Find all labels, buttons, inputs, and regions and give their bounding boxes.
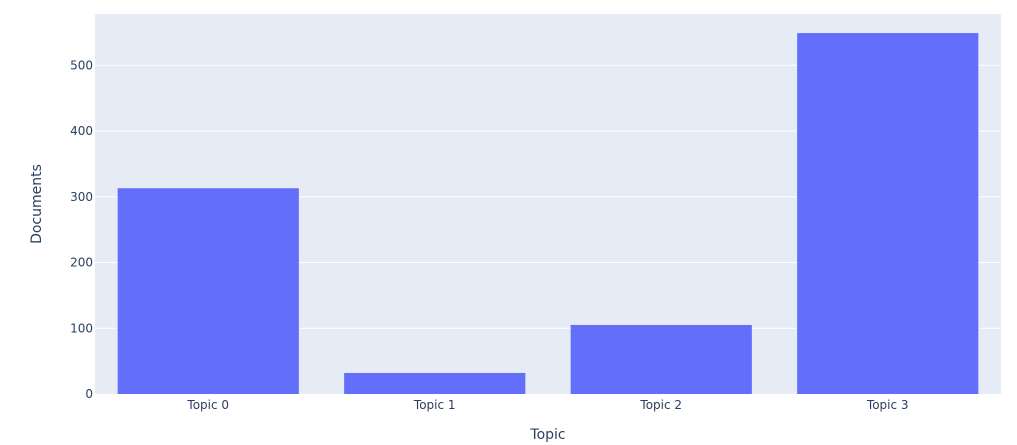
bar [344, 372, 526, 394]
bars [117, 33, 979, 395]
y-tick-label: 500 [70, 58, 93, 72]
bar [570, 324, 752, 394]
y-tick-label: 400 [70, 124, 93, 138]
bar [117, 188, 299, 394]
x-axis-ticks: Topic 0 Topic 1 Topic 2 Topic 3 [186, 398, 908, 412]
y-tick-label: 0 [85, 387, 93, 401]
y-axis-title: Documents [29, 164, 45, 244]
y-tick-label: 300 [70, 190, 93, 204]
x-tick-label: Topic 0 [186, 398, 229, 412]
x-tick-label: Topic 1 [413, 398, 456, 412]
bar [797, 33, 979, 395]
x-tick-label: Topic 3 [866, 398, 909, 412]
y-tick-label: 200 [70, 256, 93, 270]
x-tick-label: Topic 2 [639, 398, 682, 412]
y-axis-ticks: 0 100 200 300 400 500 [70, 58, 93, 401]
x-axis-title: Topic [529, 427, 565, 443]
y-tick-label: 100 [70, 321, 93, 335]
